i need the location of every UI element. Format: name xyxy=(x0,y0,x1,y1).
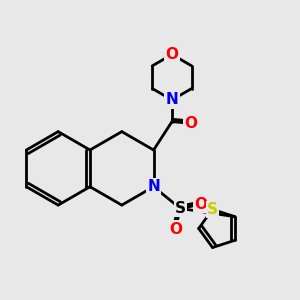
Text: N: N xyxy=(147,179,160,194)
Text: O: O xyxy=(194,197,207,212)
Text: S: S xyxy=(175,201,186,216)
Text: O: O xyxy=(169,222,182,237)
Text: O: O xyxy=(184,116,197,131)
Text: S: S xyxy=(207,202,218,217)
Text: O: O xyxy=(166,47,178,62)
Text: N: N xyxy=(166,92,178,107)
